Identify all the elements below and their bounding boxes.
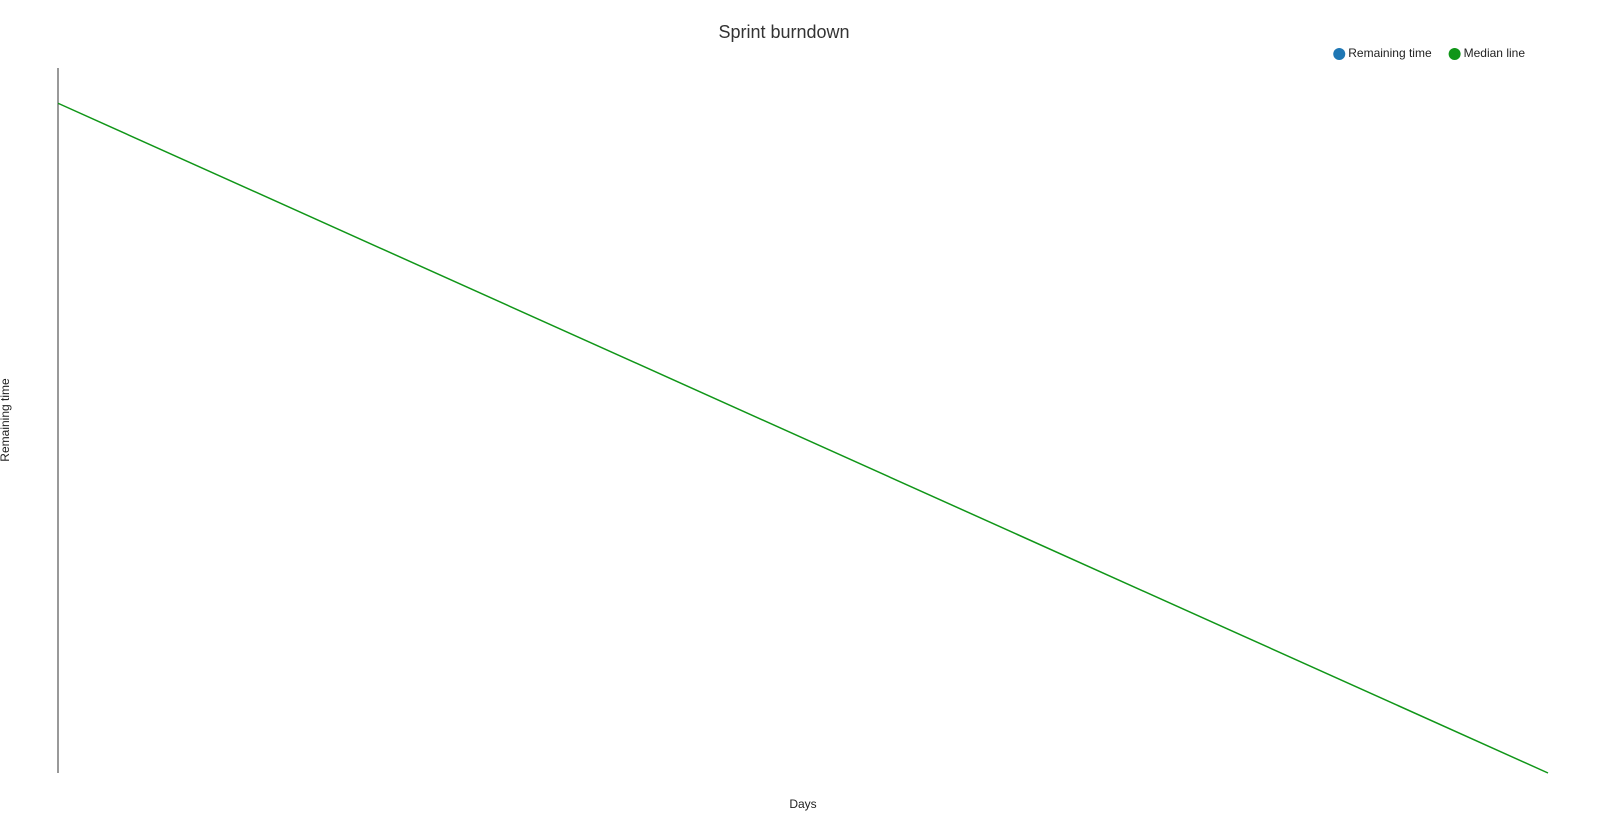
chart-title: Sprint burndown — [718, 22, 849, 42]
legend-label: Median line — [1464, 46, 1526, 60]
x-axis-label: Days — [789, 797, 816, 811]
legend-swatch — [1333, 48, 1346, 60]
legend-label: Remaining time — [1348, 46, 1432, 60]
y-axis-label: Remaining time — [0, 378, 12, 462]
legend-swatch — [1448, 48, 1461, 60]
series-line — [57, 102, 1549, 774]
